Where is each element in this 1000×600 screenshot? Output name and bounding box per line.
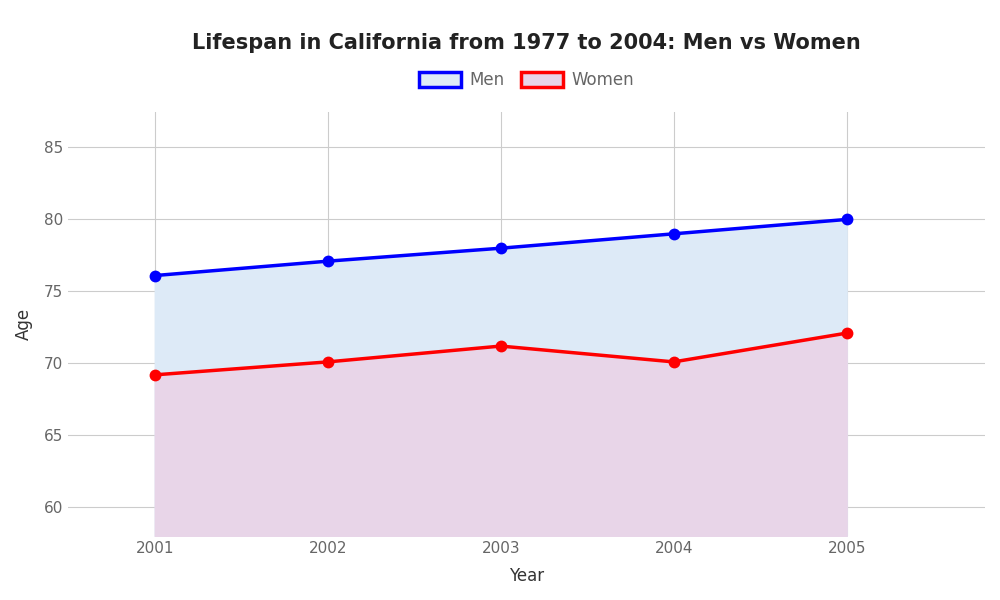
Y-axis label: Age: Age — [15, 308, 33, 340]
Legend: Men, Women: Men, Women — [413, 65, 641, 96]
Title: Lifespan in California from 1977 to 2004: Men vs Women: Lifespan in California from 1977 to 2004… — [192, 33, 861, 53]
X-axis label: Year: Year — [509, 567, 544, 585]
